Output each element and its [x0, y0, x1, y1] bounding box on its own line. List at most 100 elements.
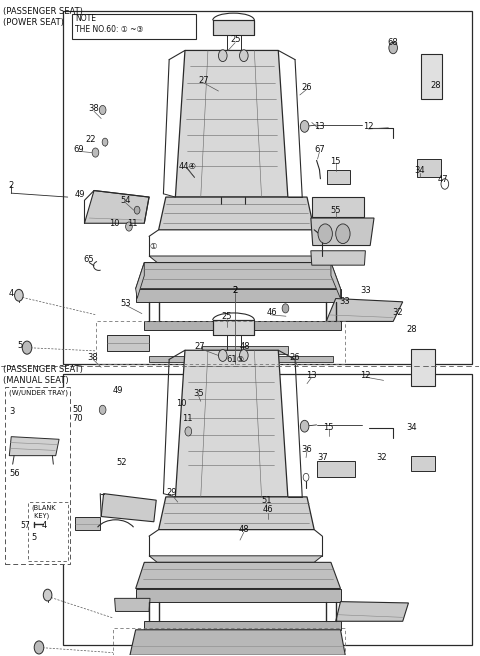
- Text: 27: 27: [199, 76, 209, 85]
- Polygon shape: [130, 655, 345, 656]
- Text: 48: 48: [240, 342, 250, 351]
- Text: 12: 12: [360, 371, 371, 380]
- Polygon shape: [326, 298, 403, 321]
- Text: KEY): KEY): [32, 512, 49, 519]
- Circle shape: [240, 50, 248, 62]
- Text: 49: 49: [74, 190, 85, 199]
- Text: 5: 5: [32, 533, 37, 542]
- Polygon shape: [136, 262, 144, 298]
- Polygon shape: [107, 335, 149, 351]
- Text: 57: 57: [21, 522, 30, 530]
- Polygon shape: [101, 493, 156, 522]
- Text: 11: 11: [128, 219, 138, 228]
- Text: 34: 34: [406, 423, 417, 432]
- Circle shape: [185, 427, 192, 436]
- Text: 38: 38: [88, 353, 98, 362]
- Polygon shape: [136, 262, 340, 289]
- Text: 4: 4: [41, 522, 47, 530]
- Circle shape: [441, 178, 449, 189]
- Polygon shape: [136, 562, 340, 588]
- Text: 70: 70: [72, 414, 83, 423]
- Polygon shape: [149, 556, 323, 562]
- Text: 56: 56: [9, 470, 20, 478]
- Text: 37: 37: [317, 453, 328, 462]
- Circle shape: [22, 341, 32, 354]
- Text: 10: 10: [109, 219, 120, 228]
- Text: 69: 69: [73, 146, 84, 154]
- Text: 13: 13: [313, 122, 324, 131]
- Text: 34: 34: [415, 167, 425, 175]
- Text: 15: 15: [324, 423, 334, 432]
- Circle shape: [218, 350, 227, 361]
- Text: 26: 26: [302, 83, 312, 92]
- Text: 11: 11: [182, 414, 192, 423]
- Polygon shape: [421, 54, 442, 99]
- Text: 49: 49: [112, 386, 123, 395]
- Text: 38: 38: [89, 104, 99, 113]
- Text: 67: 67: [314, 145, 325, 154]
- Text: (BLANK: (BLANK: [32, 504, 56, 511]
- Polygon shape: [149, 356, 333, 362]
- Text: 29: 29: [167, 489, 177, 497]
- Text: 52: 52: [117, 459, 127, 467]
- Text: 10: 10: [176, 400, 186, 409]
- Polygon shape: [144, 621, 340, 630]
- Text: 2: 2: [233, 285, 238, 295]
- Text: 50: 50: [72, 405, 83, 415]
- Bar: [72, 14, 196, 39]
- Text: 22: 22: [85, 135, 96, 144]
- Circle shape: [300, 420, 309, 432]
- Circle shape: [43, 589, 52, 601]
- Text: 55: 55: [330, 206, 341, 215]
- Text: 33: 33: [339, 297, 350, 306]
- Bar: [28, 502, 68, 561]
- Text: 68: 68: [388, 38, 398, 47]
- Polygon shape: [175, 350, 288, 497]
- Text: 48: 48: [239, 525, 249, 534]
- Polygon shape: [213, 320, 254, 335]
- Polygon shape: [411, 457, 435, 471]
- Polygon shape: [158, 497, 314, 529]
- Polygon shape: [144, 321, 340, 330]
- Polygon shape: [9, 437, 59, 456]
- Text: (PASSENGER SEAT)
(MANUAL SEAT): (PASSENGER SEAT) (MANUAL SEAT): [3, 365, 83, 384]
- Polygon shape: [115, 598, 150, 611]
- Polygon shape: [75, 516, 100, 529]
- Text: 51: 51: [261, 497, 272, 505]
- Circle shape: [282, 304, 289, 313]
- Text: ①: ①: [149, 242, 156, 251]
- Circle shape: [336, 224, 350, 243]
- Polygon shape: [311, 251, 365, 265]
- Polygon shape: [130, 630, 345, 655]
- Text: 13: 13: [306, 371, 317, 380]
- Circle shape: [318, 224, 332, 243]
- Text: 32: 32: [393, 308, 403, 317]
- Circle shape: [134, 206, 140, 214]
- Text: (PASSENGER SEAT)
(POWER SEAT): (PASSENGER SEAT) (POWER SEAT): [3, 7, 83, 27]
- Text: (W/UNDER TRAY): (W/UNDER TRAY): [9, 390, 68, 396]
- Text: 25: 25: [221, 312, 232, 321]
- Text: 46: 46: [266, 308, 277, 317]
- Bar: [63, 374, 472, 646]
- Circle shape: [102, 138, 108, 146]
- Circle shape: [300, 121, 309, 133]
- Polygon shape: [175, 51, 288, 197]
- Polygon shape: [213, 20, 254, 35]
- Circle shape: [34, 641, 44, 654]
- Text: 53: 53: [120, 298, 131, 308]
- Polygon shape: [312, 197, 364, 216]
- Text: 28: 28: [430, 81, 441, 91]
- Text: 27: 27: [194, 342, 204, 351]
- Polygon shape: [311, 218, 374, 245]
- Bar: [63, 10, 472, 364]
- Text: 5: 5: [17, 341, 23, 350]
- Circle shape: [389, 42, 397, 54]
- Text: 2: 2: [233, 285, 238, 295]
- Circle shape: [126, 222, 132, 231]
- Text: 32: 32: [376, 453, 386, 462]
- Polygon shape: [336, 602, 408, 621]
- Circle shape: [14, 289, 23, 301]
- Circle shape: [218, 50, 227, 62]
- Text: 4: 4: [9, 289, 14, 298]
- Text: 26: 26: [290, 353, 300, 362]
